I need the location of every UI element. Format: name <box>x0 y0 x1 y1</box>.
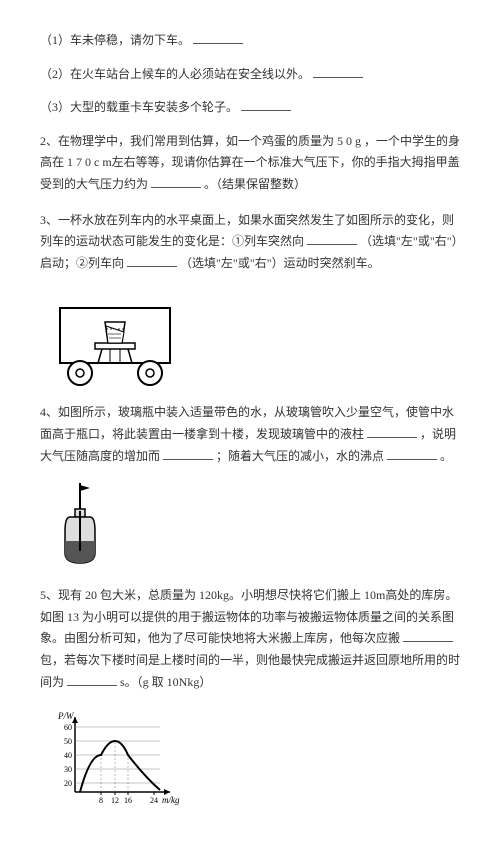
blank <box>193 31 243 44</box>
q5-text: 5、现有 20 包大米，总质量为 120kg。小明想尽快将它们搬上 10m高处的… <box>40 588 457 645</box>
figure-power-chart: 60 50 40 30 20 8 12 16 24 P/W m/kg <box>50 707 460 807</box>
power-chart-svg: 60 50 40 30 20 8 12 16 24 P/W m/kg <box>50 707 180 807</box>
question-3: 3、一杯水放在列车内的水平桌面上，如果水面突然发生了如图所示的变化，则列车的运动… <box>40 210 460 275</box>
question-2: 2、在物理学中，我们常用到估算，如一个鸡蛋的质量为 5 0 g ，一个中学生的身… <box>40 131 460 196</box>
q1-line1: （1）车未停稳，请勿下车。 <box>40 30 460 52</box>
question-4: 4、如图所示，玻璃瓶中装入适量带色的水，从玻璃管吹入少量空气，使管中水面高于瓶口… <box>40 402 460 467</box>
q4-tail: 。 <box>440 449 452 463</box>
xtick-24: 24 <box>150 796 158 805</box>
blank <box>403 629 453 642</box>
train-cup-svg <box>50 288 190 388</box>
blank <box>67 673 117 686</box>
q1-l2-text: （2）在火车站台上候车的人必须站在安全线以外。 <box>40 67 310 81</box>
ytick-20: 20 <box>64 779 72 788</box>
figure-bottle <box>50 481 460 571</box>
q5-tail: s。（g 取 10Nkg） <box>120 675 211 689</box>
question-5: 5、现有 20 包大米，总质量为 120kg。小明想尽快将它们搬上 10m高处的… <box>40 585 460 693</box>
q1-line3: （3）大型的载重卡车安装多个轮子。 <box>40 97 460 119</box>
blank <box>313 65 363 78</box>
blank <box>307 232 357 245</box>
blank <box>241 98 291 111</box>
q3-mid2: （选填"左"或"右"）运动时突然刹车。 <box>180 256 380 270</box>
xtick-8: 8 <box>99 796 103 805</box>
blank <box>151 175 201 188</box>
ytick-50: 50 <box>64 737 72 746</box>
x-axis-label: m/kg <box>162 795 180 805</box>
y-axis-label: P/W <box>57 711 75 721</box>
blank <box>163 447 213 460</box>
q1-line2: （2）在火车站台上候车的人必须站在安全线以外。 <box>40 64 460 86</box>
figure-train-cup <box>50 288 460 388</box>
ytick-40: 40 <box>64 751 72 760</box>
ytick-60: 60 <box>64 723 72 732</box>
bottle-svg <box>50 481 110 571</box>
blank <box>367 425 417 438</box>
q1-l1-text: （1）车未停稳，请勿下车。 <box>40 33 190 47</box>
ytick-30: 30 <box>64 765 72 774</box>
blank <box>127 254 177 267</box>
xtick-16: 16 <box>124 796 132 805</box>
blank <box>387 447 437 460</box>
q1-l3-text: （3）大型的载重卡车安装多个轮子。 <box>40 100 238 114</box>
q2-tail: 。（结果保留整数） <box>204 177 306 191</box>
q4-mid2: ；随着大气压的减小，水的沸点 <box>216 449 384 463</box>
xtick-12: 12 <box>111 796 119 805</box>
